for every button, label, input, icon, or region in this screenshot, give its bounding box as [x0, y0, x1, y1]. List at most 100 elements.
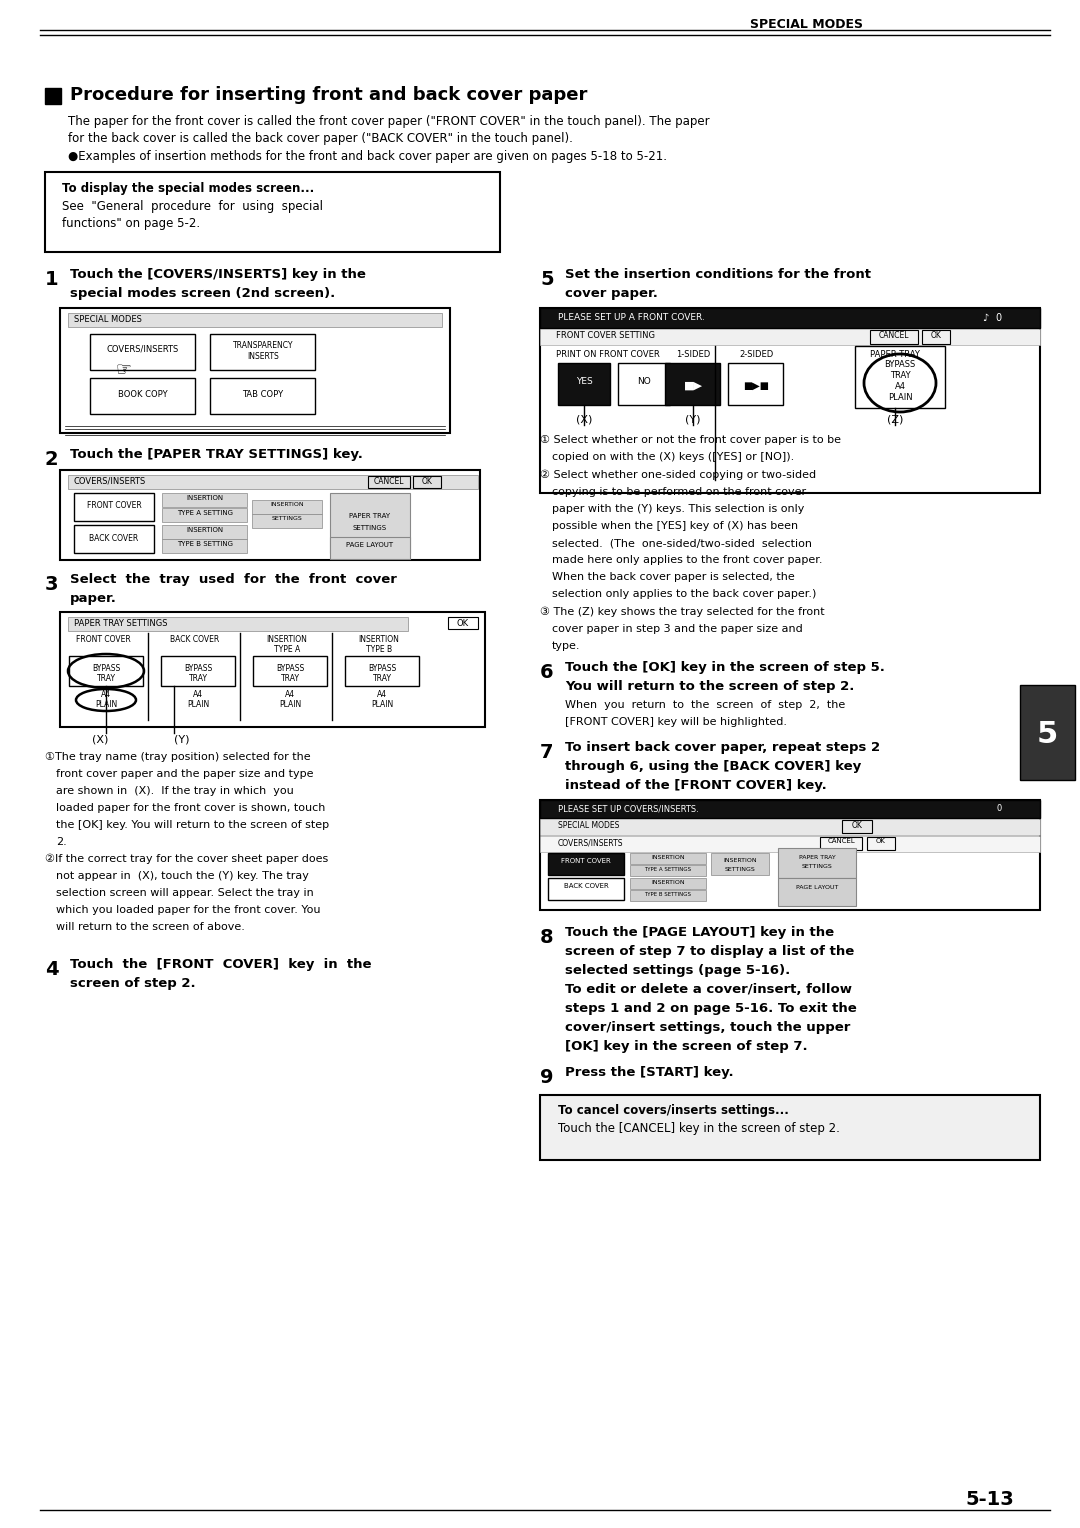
- Text: are shown in  (X).  If the tray in which  you: are shown in (X). If the tray in which y…: [56, 785, 294, 796]
- Text: 2: 2: [45, 451, 58, 469]
- Text: which you loaded paper for the front cover. You: which you loaded paper for the front cov…: [56, 905, 321, 915]
- Text: To insert back cover paper, repeat steps 2: To insert back cover paper, repeat steps…: [565, 741, 880, 753]
- Text: TYPE B SETTING: TYPE B SETTING: [177, 541, 233, 547]
- Text: INSERTION: INSERTION: [724, 859, 757, 863]
- Text: Touch the [PAPER TRAY SETTINGS] key.: Touch the [PAPER TRAY SETTINGS] key.: [70, 448, 363, 461]
- Bar: [778, 848, 856, 879]
- Text: SPECIAL MODES: SPECIAL MODES: [558, 821, 619, 830]
- Text: SETTINGS: SETTINGS: [725, 866, 755, 872]
- Text: the [OK] key. You will return to the screen of step: the [OK] key. You will return to the scr…: [56, 821, 329, 830]
- Text: screen of step 2.: screen of step 2.: [70, 976, 195, 990]
- Text: possible when the [YES] key of (X) has been: possible when the [YES] key of (X) has b…: [552, 521, 798, 532]
- Text: ♪: ♪: [982, 313, 988, 322]
- Text: To cancel covers/inserts settings...: To cancel covers/inserts settings...: [558, 1105, 788, 1117]
- Bar: [60, 471, 480, 559]
- Bar: [45, 89, 60, 104]
- Bar: [162, 507, 247, 523]
- Text: Touch the [OK] key in the screen of step 5.: Touch the [OK] key in the screen of step…: [565, 662, 885, 674]
- Text: PAGE LAYOUT: PAGE LAYOUT: [347, 542, 393, 549]
- Text: See  "General  procedure  for  using  special: See "General procedure for using special: [62, 200, 323, 212]
- Text: loaded paper for the front cover is shown, touch: loaded paper for the front cover is show…: [56, 804, 325, 813]
- Text: TYPE A SETTING: TYPE A SETTING: [177, 510, 233, 516]
- Bar: [630, 889, 706, 902]
- Text: OK: OK: [851, 821, 863, 830]
- Bar: [922, 330, 950, 344]
- Text: INSERTION: INSERTION: [359, 636, 400, 643]
- Bar: [69, 656, 143, 686]
- Text: ☞: ☞: [114, 361, 131, 377]
- Text: (X): (X): [576, 416, 592, 425]
- Text: [OK] key in the screen of step 7.: [OK] key in the screen of step 7.: [565, 1041, 808, 1053]
- Bar: [210, 335, 315, 370]
- Text: Procedure for inserting front and back cover paper: Procedure for inserting front and back c…: [70, 86, 588, 104]
- Text: through 6, using the [BACK COVER] key: through 6, using the [BACK COVER] key: [565, 759, 861, 773]
- Text: front cover paper and the paper size and type: front cover paper and the paper size and…: [56, 769, 313, 779]
- Bar: [68, 313, 442, 327]
- Bar: [75, 494, 154, 521]
- Text: steps 1 and 2 on page 5-16. To exit the: steps 1 and 2 on page 5-16. To exit the: [565, 1002, 856, 1015]
- Text: ●Examples of insertion methods for the front and back cover paper are given on p: ●Examples of insertion methods for the f…: [68, 150, 667, 163]
- Text: INSERTS: INSERTS: [247, 351, 279, 361]
- Bar: [60, 613, 485, 727]
- Text: will return to the screen of above.: will return to the screen of above.: [56, 921, 245, 932]
- Text: selected settings (page 5-16).: selected settings (page 5-16).: [565, 964, 791, 976]
- Bar: [540, 329, 1040, 345]
- Text: (Z): (Z): [887, 416, 903, 425]
- Text: ① Select whether or not the front cover paper is to be: ① Select whether or not the front cover …: [540, 435, 841, 445]
- Text: paper with the (Y) keys. This selection is only: paper with the (Y) keys. This selection …: [552, 504, 805, 513]
- Text: Touch  the  [FRONT  COVER]  key  in  the: Touch the [FRONT COVER] key in the: [70, 958, 372, 970]
- Bar: [162, 539, 247, 553]
- Bar: [60, 309, 450, 432]
- Bar: [210, 377, 315, 414]
- Bar: [630, 879, 706, 889]
- Bar: [867, 837, 895, 850]
- Text: ■▶■: ■▶■: [743, 380, 769, 391]
- Text: Touch the [PAGE LAYOUT] key in the: Touch the [PAGE LAYOUT] key in the: [565, 926, 834, 940]
- Text: OK: OK: [876, 837, 886, 843]
- Bar: [540, 836, 1040, 853]
- Bar: [162, 526, 247, 539]
- Text: BYPASS: BYPASS: [92, 665, 120, 672]
- Text: Press the [START] key.: Press the [START] key.: [565, 1067, 733, 1079]
- Bar: [558, 364, 610, 405]
- Text: A4: A4: [285, 691, 295, 698]
- Text: BOOK COPY: BOOK COPY: [118, 390, 167, 399]
- Text: TYPE B SETTINGS: TYPE B SETTINGS: [645, 892, 691, 897]
- Text: A4: A4: [100, 691, 111, 698]
- Bar: [540, 1096, 1040, 1160]
- Text: PLAIN: PLAIN: [279, 700, 301, 709]
- Text: OK: OK: [931, 332, 942, 341]
- Text: FRONT COVER: FRONT COVER: [86, 501, 141, 510]
- Text: COVERS/INSERTS: COVERS/INSERTS: [558, 837, 623, 847]
- Bar: [855, 345, 945, 408]
- Text: 0: 0: [997, 804, 1002, 813]
- Text: selection screen will appear. Select the tray in: selection screen will appear. Select the…: [56, 888, 314, 898]
- Text: YES: YES: [576, 377, 592, 387]
- Text: PLAIN: PLAIN: [95, 700, 117, 709]
- Text: BYPASS: BYPASS: [885, 361, 916, 368]
- Bar: [1020, 685, 1075, 779]
- Text: ② Select whether one-sided copying or two-sided: ② Select whether one-sided copying or tw…: [540, 471, 816, 480]
- Text: INSERTION: INSERTION: [270, 503, 303, 507]
- Text: PAPER TRAY: PAPER TRAY: [870, 350, 920, 359]
- Text: 6: 6: [540, 663, 554, 681]
- Text: SETTINGS: SETTINGS: [353, 526, 387, 532]
- Text: 2-SIDED: 2-SIDED: [740, 350, 774, 359]
- Bar: [368, 477, 410, 487]
- Text: selection only applies to the back cover paper.): selection only applies to the back cover…: [552, 588, 816, 599]
- Bar: [252, 513, 322, 529]
- Text: When  you  return  to  the  screen  of  step  2,  the: When you return to the screen of step 2,…: [565, 700, 846, 711]
- Text: TRANSPARENCY: TRANSPARENCY: [233, 341, 294, 350]
- Text: paper.: paper.: [70, 591, 117, 605]
- Text: Set the insertion conditions for the front: Set the insertion conditions for the fro…: [565, 267, 870, 281]
- Text: PAPER TRAY SETTINGS: PAPER TRAY SETTINGS: [75, 619, 167, 628]
- Bar: [448, 617, 478, 630]
- Text: COVERS/INSERTS: COVERS/INSERTS: [107, 344, 179, 353]
- Text: You will return to the screen of step 2.: You will return to the screen of step 2.: [565, 680, 854, 694]
- Text: COVERS/INSERTS: COVERS/INSERTS: [75, 477, 146, 486]
- Text: CANCEL: CANCEL: [374, 477, 404, 486]
- Text: type.: type.: [552, 642, 581, 651]
- Text: 5-13: 5-13: [966, 1490, 1014, 1510]
- Text: TRAY: TRAY: [281, 674, 299, 683]
- Bar: [728, 364, 783, 405]
